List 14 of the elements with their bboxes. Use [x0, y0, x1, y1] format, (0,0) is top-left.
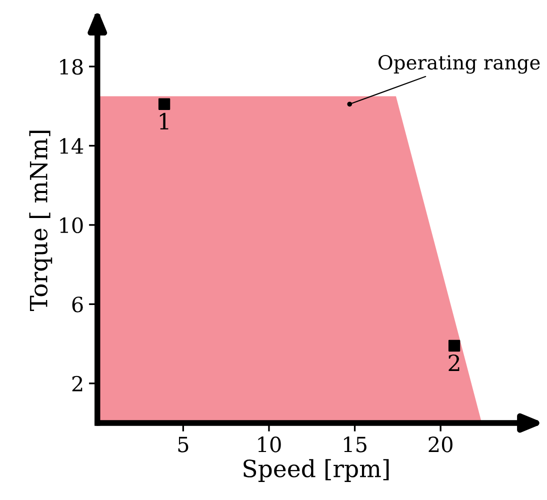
y-tick-label: 18 — [60, 58, 83, 75]
y-tick-label: 14 — [60, 138, 84, 154]
y-tick-label: 10 — [60, 217, 83, 234]
annotation: Operating range — [378, 54, 540, 74]
series-label: 2 — [448, 354, 460, 371]
series-label: 1 — [160, 112, 168, 130]
x-tick-label: 15 — [344, 436, 366, 452]
x-tick-label: 10 — [258, 436, 281, 452]
y-tick-label: 6 — [72, 296, 83, 312]
x-tick-label: 20 — [428, 436, 452, 452]
y-tick-label: 2 — [72, 376, 82, 392]
x-axis-title: Speed [rpm] — [244, 459, 389, 482]
x-tick-label: 5 — [178, 436, 188, 452]
y-axis-title: Torque [ mNm] — [29, 130, 52, 312]
